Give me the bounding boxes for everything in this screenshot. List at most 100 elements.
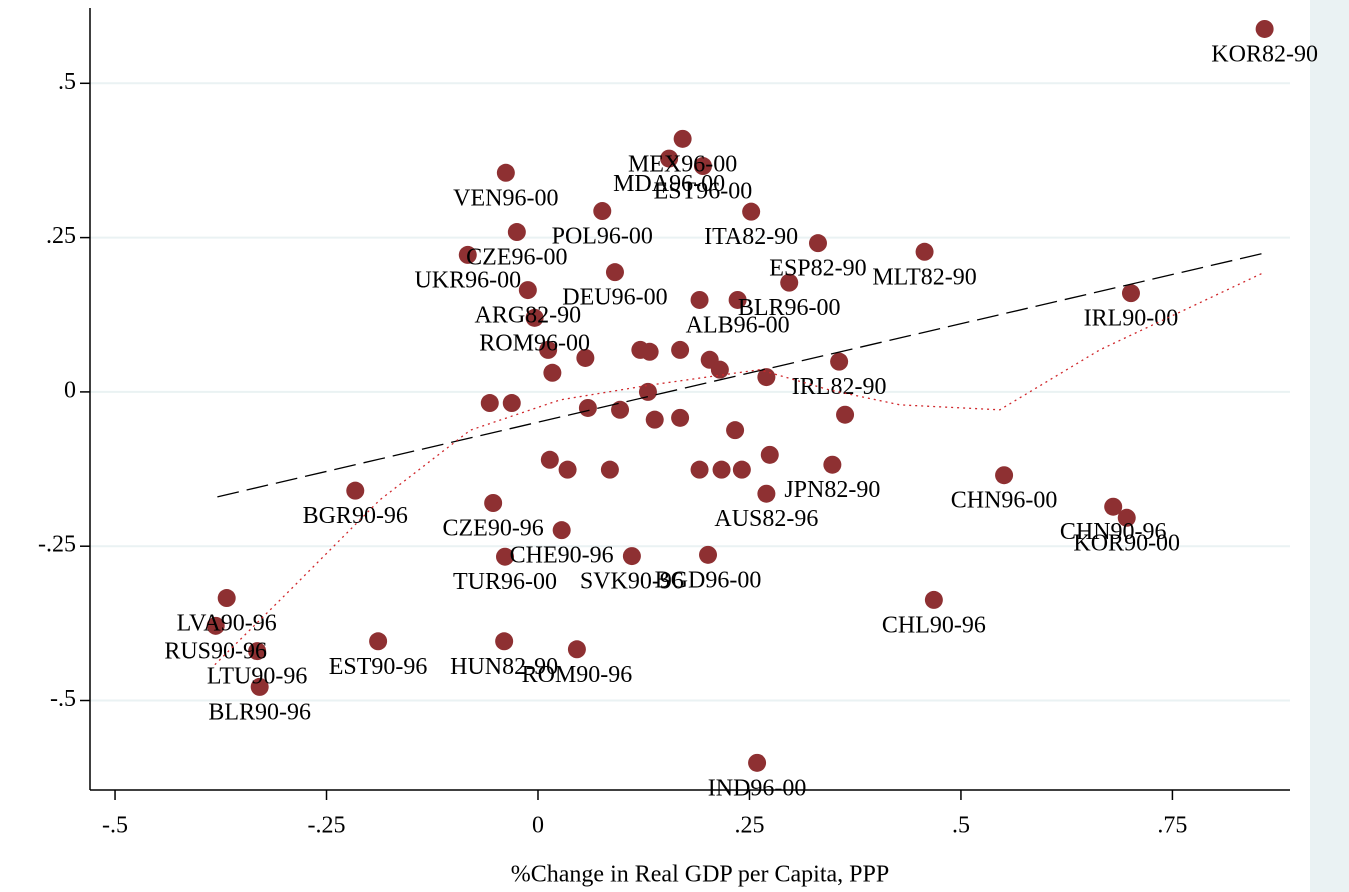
point xyxy=(496,163,515,182)
point-label: CZE90-96 xyxy=(442,515,543,541)
y-tick-label: -.5 xyxy=(50,686,76,712)
point xyxy=(732,460,751,479)
fit-line xyxy=(214,271,1265,666)
point-label: JPN82-90 xyxy=(784,477,880,503)
point-label: EST96-00 xyxy=(654,179,753,205)
point-label: TUR96-00 xyxy=(453,569,557,595)
point-label: CHN90-96 xyxy=(1060,519,1167,545)
point-label: ITA82-90 xyxy=(704,224,798,250)
point xyxy=(673,129,692,148)
point xyxy=(726,421,745,440)
point-label: LTU90-96 xyxy=(207,664,307,690)
point xyxy=(640,342,659,361)
point xyxy=(1255,19,1274,38)
point xyxy=(611,400,630,419)
point-label: MEX96-00 xyxy=(628,151,737,177)
point xyxy=(1117,508,1136,527)
point xyxy=(248,642,267,661)
point xyxy=(836,405,855,424)
y-tick-label: .5 xyxy=(58,69,76,95)
point-label: BLR90-96 xyxy=(208,699,311,725)
point xyxy=(690,460,709,479)
point xyxy=(915,242,934,261)
point-label: BGR90-96 xyxy=(303,503,408,529)
point xyxy=(808,234,827,253)
point xyxy=(507,223,526,242)
point xyxy=(622,547,641,566)
point-label: EST90-96 xyxy=(329,654,428,680)
point xyxy=(346,481,365,500)
point xyxy=(748,753,767,772)
point xyxy=(495,632,514,651)
point-label: RUS90-96 xyxy=(164,638,267,664)
point xyxy=(728,290,747,309)
point-label: CHL90-96 xyxy=(882,612,986,638)
point xyxy=(480,394,499,413)
point-label: CHN96-00 xyxy=(951,488,1058,514)
point xyxy=(830,352,849,371)
x-axis-title: %Change in Real GDP per Capita, PPP xyxy=(511,862,889,888)
point-label: ROM96-00 xyxy=(479,330,590,356)
point xyxy=(1104,497,1123,516)
point xyxy=(924,590,943,609)
point xyxy=(578,398,597,417)
point xyxy=(780,273,799,292)
point xyxy=(712,460,731,479)
point-label: MDA96-00 xyxy=(613,171,725,197)
point xyxy=(710,360,729,379)
point xyxy=(757,484,776,503)
point xyxy=(671,408,690,427)
point-label: BGD96-00 xyxy=(655,567,762,593)
y-tick-label: 0 xyxy=(64,377,76,403)
point-label: AUS82-96 xyxy=(714,506,818,532)
point-label: KOR90-00 xyxy=(1073,530,1180,556)
point xyxy=(543,363,562,382)
point-label: DEU96-00 xyxy=(562,285,667,311)
point xyxy=(1121,284,1140,303)
point xyxy=(600,460,619,479)
x-tick-label: .75 xyxy=(1157,813,1187,839)
point xyxy=(539,340,558,359)
point-label: BLR96-00 xyxy=(738,295,841,321)
point xyxy=(576,348,595,367)
point xyxy=(660,149,679,168)
point xyxy=(638,382,657,401)
point-label: POL96-00 xyxy=(552,224,653,250)
point xyxy=(540,450,559,469)
x-tick-label: -.25 xyxy=(308,813,346,839)
point xyxy=(693,157,712,176)
point xyxy=(250,677,269,696)
point-label: ROM90-96 xyxy=(522,662,633,688)
point xyxy=(690,290,709,309)
point xyxy=(496,547,515,566)
side-strip xyxy=(1310,0,1349,892)
point xyxy=(206,616,225,635)
point xyxy=(458,245,477,264)
point-label: ARG82-90 xyxy=(475,303,582,329)
point-label: HUN82-90 xyxy=(450,654,558,680)
point xyxy=(605,263,624,282)
point xyxy=(760,445,779,464)
point-label: UKR96-00 xyxy=(414,267,521,293)
point xyxy=(369,632,388,651)
point xyxy=(502,394,521,413)
point-label: IND96-00 xyxy=(708,775,807,801)
point-label: CZE96-00 xyxy=(466,245,567,271)
point-label: MLT82-90 xyxy=(872,264,976,290)
point xyxy=(823,455,842,474)
point xyxy=(484,493,503,512)
x-tick-label: .5 xyxy=(952,813,970,839)
point xyxy=(593,202,612,221)
point-label: CHE90-96 xyxy=(510,543,614,569)
point xyxy=(995,466,1014,485)
point xyxy=(671,340,690,359)
point xyxy=(645,410,664,429)
x-tick-label: -.5 xyxy=(102,813,128,839)
point xyxy=(742,202,761,221)
x-tick-label: 0 xyxy=(532,813,544,839)
y-tick-label: -.25 xyxy=(38,532,76,558)
point-label: ALB96-00 xyxy=(686,312,790,338)
x-tick-label: .25 xyxy=(734,813,764,839)
